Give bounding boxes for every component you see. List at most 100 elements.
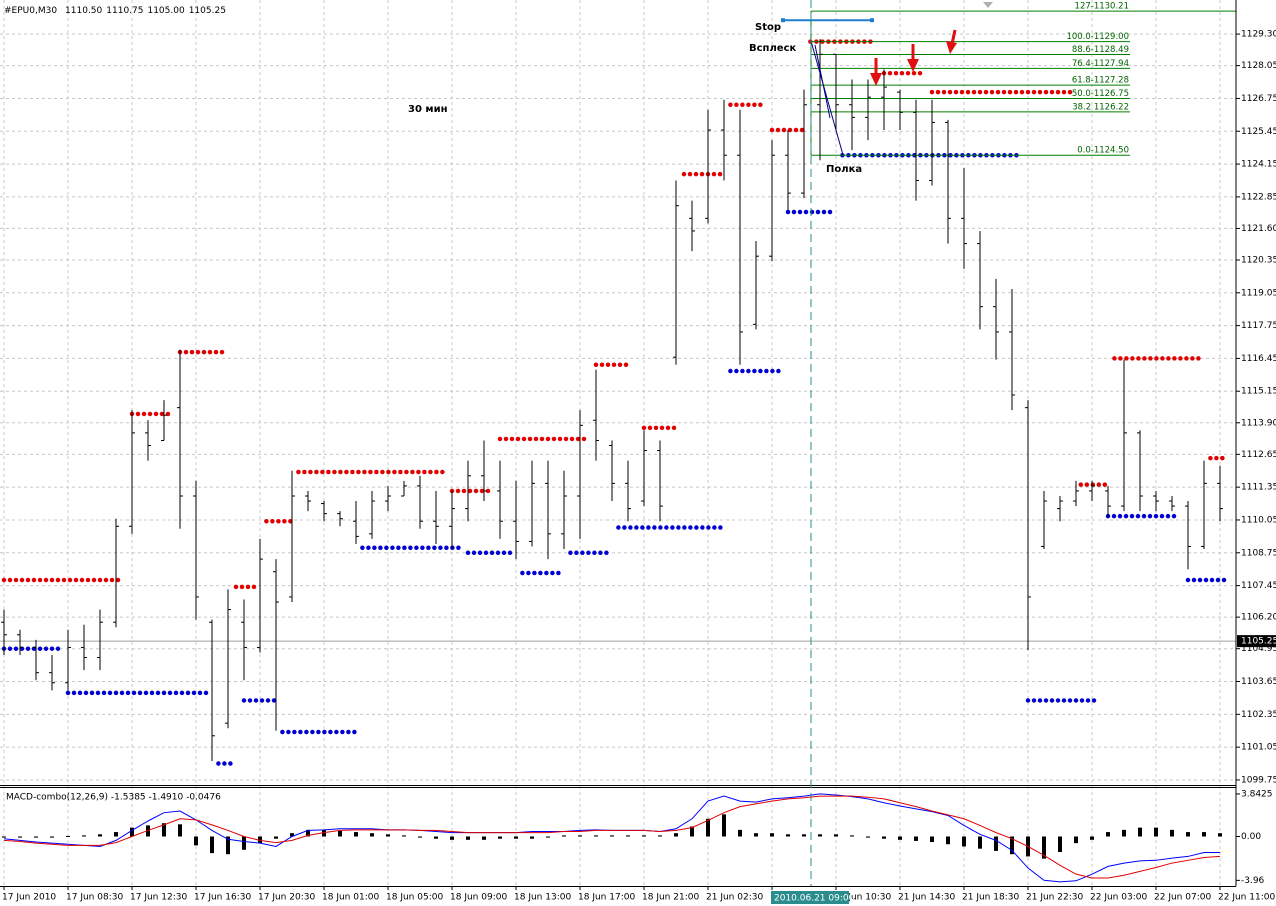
- fib-label: 50.0-1126.75: [1072, 89, 1129, 99]
- histogram-bar: [962, 836, 966, 847]
- histogram-bar: [1202, 832, 1206, 837]
- y-tick-label: 1111.35: [1241, 483, 1276, 493]
- histogram-bar: [354, 832, 358, 837]
- histogram-bar: [738, 829, 742, 837]
- x-tick-label: 18 Jun 09:00: [450, 893, 507, 903]
- y-tick-label: 1107.45: [1241, 581, 1276, 591]
- x-tick-label: 17 Jun 20:30: [258, 893, 315, 903]
- levels: [1, 10, 1236, 766]
- histogram-bar: [578, 835, 582, 837]
- histogram-bar: [786, 834, 790, 837]
- histogram-bar: [114, 832, 118, 837]
- histogram-bar: [1106, 832, 1110, 837]
- histogram-bar: [162, 823, 166, 837]
- histogram-bar: [770, 833, 774, 837]
- histogram-bar: [386, 834, 390, 837]
- arrow-head: [870, 73, 882, 86]
- header-value: 1110.75: [106, 6, 143, 16]
- histogram-bar: [466, 836, 470, 840]
- x-tick-label: 17 Jun 2010: [2, 893, 56, 903]
- histogram-bar: [1074, 836, 1078, 844]
- x-tick-label: 22 Jun 11:00: [1218, 893, 1275, 903]
- y-tick-label: 1116.45: [1241, 354, 1276, 364]
- x-tick-label: 21 Jun 18:30: [962, 893, 1019, 903]
- histogram-bar: [370, 833, 374, 837]
- histogram-bar: [674, 833, 678, 837]
- x-tick-label: 22 Jun 07:00: [1154, 893, 1211, 903]
- histogram-bar: [914, 836, 918, 841]
- chart-header: #EPU0,M30 1110.50 1110.75 1105.00 1105.25: [4, 6, 226, 16]
- marker: [983, 2, 993, 8]
- histogram-bar: [866, 836, 870, 838]
- histogram-bar: [882, 836, 886, 839]
- frame: [0, 0, 1237, 887]
- histogram-bar: [690, 826, 694, 837]
- y-tick-label: 1119.05: [1241, 288, 1276, 298]
- y-tick-label: 1129.30: [1241, 30, 1276, 40]
- histogram-bar: [514, 836, 518, 839]
- histogram-bar: [210, 836, 214, 854]
- y-tick-label: 1104.95: [1241, 644, 1276, 654]
- y-tick-label: -3.96: [1241, 876, 1265, 886]
- x-tick-label: 21 Jun 02:30: [706, 893, 763, 903]
- histogram-bar: [930, 836, 934, 843]
- y-tick-label: 1112.65: [1241, 450, 1276, 460]
- histogram-bar: [434, 836, 438, 839]
- cursor-label: 2010.06.21 09:00: [774, 894, 855, 904]
- histogram-bar: [178, 824, 182, 837]
- fib-label: 127-1130.21: [1075, 2, 1129, 12]
- y-tick-label: 1124.15: [1241, 160, 1276, 170]
- y-tick-label: 1122.85: [1241, 192, 1276, 202]
- histogram-bar: [2, 836, 6, 838]
- histogram-bar: [594, 835, 598, 837]
- y-tick-label: 1128.05: [1241, 61, 1276, 71]
- y-tick-label: 1101.05: [1241, 743, 1276, 753]
- histogram-bar: [130, 827, 134, 837]
- histogram-bar: [898, 836, 902, 840]
- x-tick-label: 18 Jun 17:00: [578, 893, 635, 903]
- histogram-bar: [610, 835, 614, 837]
- histogram-bar: [978, 836, 982, 849]
- y-tick-label: 1113.90: [1241, 418, 1276, 428]
- header-value: 1105.25: [189, 6, 226, 16]
- y-tick-label: 1099.75: [1241, 775, 1276, 785]
- fib-label: 76.4-1127.94: [1072, 59, 1129, 69]
- y-tick-label: 1126.75: [1241, 94, 1276, 104]
- swing-line: [810, 40, 844, 156]
- histogram-bar: [946, 836, 950, 845]
- x-tick-label: 18 Jun 21:00: [642, 893, 699, 903]
- histogram-bar: [994, 836, 998, 851]
- histogram-bar: [498, 836, 502, 839]
- overlay: [781, 2, 993, 156]
- histogram-bar: [722, 814, 726, 837]
- histogram-bar: [98, 834, 102, 837]
- histogram-bar: [322, 829, 326, 837]
- histogram-bar: [338, 830, 342, 837]
- histogram-bar: [818, 834, 822, 837]
- x-tick-label: 21 Jun 14:30: [898, 893, 955, 903]
- histogram-bar: [194, 836, 198, 846]
- histogram-bar: [1186, 832, 1190, 837]
- y-tick-label: 1110.05: [1241, 515, 1276, 525]
- histogram-bar: [290, 833, 294, 837]
- y-tick-label: 1108.75: [1241, 548, 1276, 558]
- x-tick-label: 17 Jun 08:30: [66, 893, 123, 903]
- histogram-bar: [146, 825, 150, 837]
- histogram-bar: [258, 836, 262, 844]
- x-tick-label: 18 Jun 01:00: [322, 893, 379, 903]
- y-tick-label: 1103.65: [1241, 677, 1276, 687]
- histogram-bar: [34, 836, 38, 838]
- histogram-bar: [754, 833, 758, 837]
- histogram-bar: [1154, 827, 1158, 837]
- x-tick-label: 18 Jun 05:00: [386, 893, 443, 903]
- swing-line: [814, 44, 831, 119]
- histogram-bar: [626, 835, 630, 837]
- fib-label: 38.2 1126.22: [1072, 102, 1129, 112]
- x-tick-label: 17 Jun 12:30: [130, 893, 187, 903]
- y-tick-label: 1106.20: [1241, 613, 1276, 623]
- y-tick-label: 1125.45: [1241, 127, 1276, 137]
